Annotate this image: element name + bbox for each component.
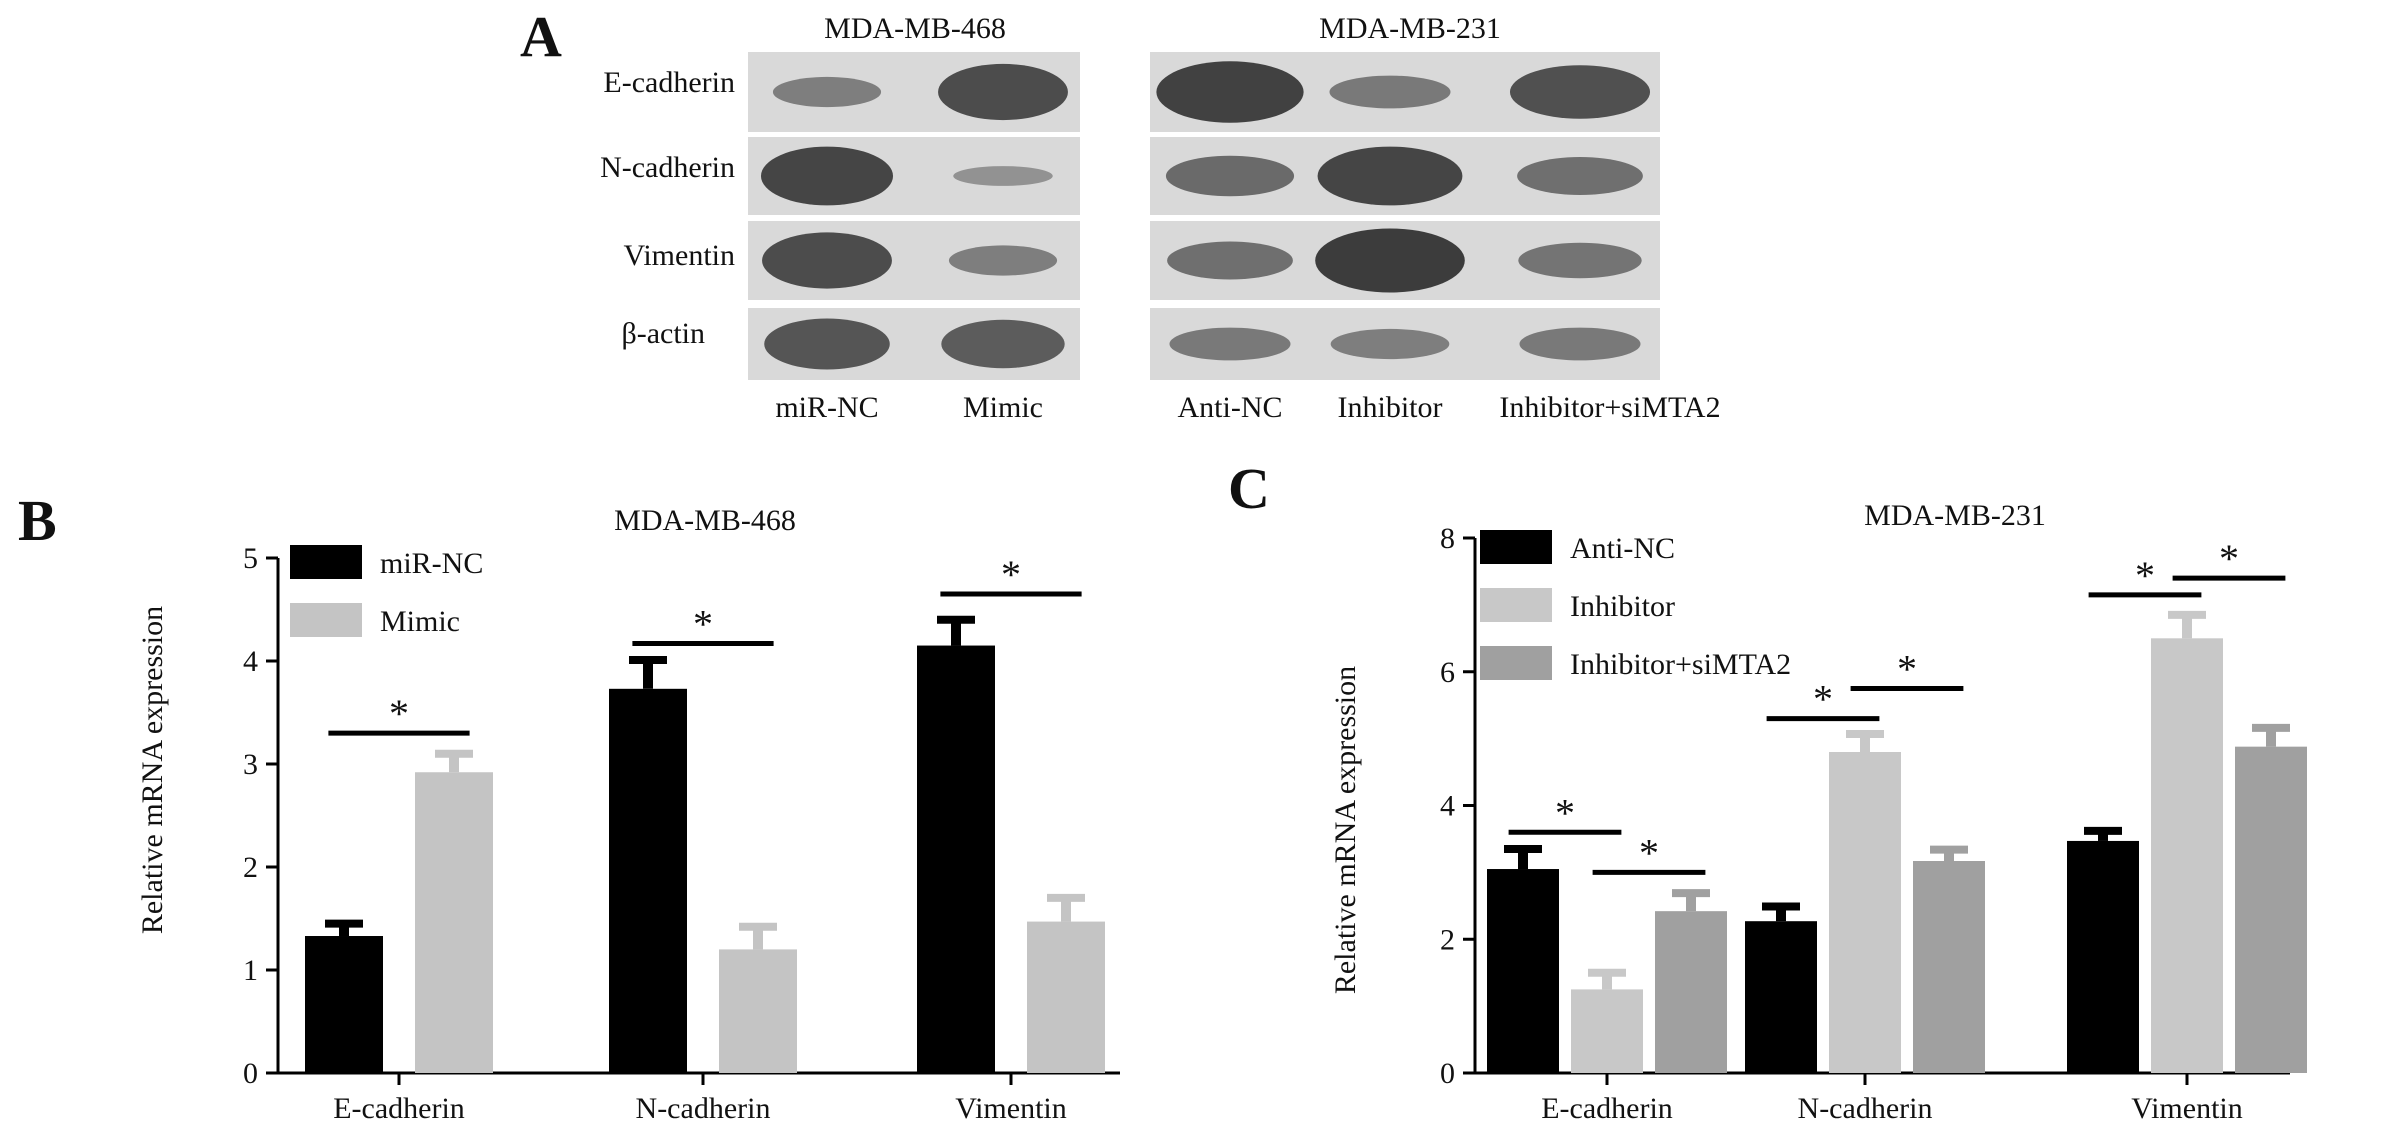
blot-band [1169, 327, 1291, 361]
bar [415, 772, 493, 1073]
blot-band [760, 146, 894, 206]
y-tick-label: 5 [243, 542, 258, 575]
blot-band [953, 166, 1053, 186]
legend-swatch [1480, 530, 1552, 564]
significance-star: * [693, 601, 713, 646]
x-tick-label: E-cadherin [1541, 1092, 1673, 1125]
blot-band [1519, 327, 1641, 361]
bar [1027, 921, 1105, 1073]
bar [1829, 752, 1901, 1073]
blot-lane-label: Mimic [963, 391, 1043, 424]
y-tick-label: 2 [243, 851, 258, 884]
y-tick-label: 0 [243, 1057, 258, 1090]
panel-letter-b: B [18, 488, 57, 553]
bar [2151, 638, 2223, 1073]
y-tick-label: 0 [1440, 1057, 1455, 1090]
bar-chart-c: MDA-MB-231 Relative mRNA expression 0 2 4 6… [1329, 499, 2307, 1125]
plot-area: 0 2 4 6 8 E-cadherin N-cadherin Vimentin * * * * * * A… [1440, 522, 2307, 1125]
y-axis-label: Relative mRNA expression [1329, 666, 1362, 994]
y-axis-label: Relative mRNA expression [136, 606, 169, 934]
plot-area: 0 1 2 3 4 5 E-cadherin N-cadherin Vimentin * * * miR… [243, 542, 1120, 1125]
x-tick-label: N-cadherin [1798, 1092, 1933, 1125]
chart-title: MDA-MB-468 [614, 504, 796, 537]
legend-label: miR-NC [380, 547, 483, 580]
significance-star: * [1639, 830, 1659, 875]
x-tick-label: N-cadherin [636, 1092, 771, 1125]
y-tick-label: 2 [1440, 923, 1455, 956]
x-tick-label: E-cadherin [333, 1092, 465, 1125]
bar [1655, 911, 1727, 1073]
blot-membranes [748, 52, 1660, 380]
y-tick-label: 6 [1440, 656, 1455, 689]
bar [609, 688, 687, 1073]
blot-row-label: β-actin [621, 317, 705, 350]
blot-row-label: N-cadherin [600, 151, 735, 184]
blot-band [938, 63, 1068, 121]
bar [2235, 746, 2307, 1073]
x-tick-label: Vimentin [2131, 1092, 2243, 1125]
panel-letter-a: A [520, 4, 562, 69]
legend-label: Mimic [380, 605, 460, 638]
bar [1745, 921, 1817, 1073]
blot-band [1167, 241, 1293, 280]
blot-band [941, 319, 1065, 369]
blot-row-label: Vimentin [623, 239, 735, 272]
y-tick-label: 3 [243, 748, 258, 781]
bar [305, 936, 383, 1073]
chart-title: MDA-MB-231 [1864, 499, 2046, 532]
bar [1571, 989, 1643, 1073]
blot-row-label: E-cadherin [603, 66, 735, 99]
blot-band [1518, 242, 1642, 279]
legend-swatch [290, 545, 362, 579]
blot-band [1317, 146, 1463, 206]
y-tick-label: 4 [243, 645, 258, 678]
western-blot-panel: MDA-MB-468 MDA-MB-231 E-cadherin N-cadhe… [600, 12, 1721, 424]
blot-lane-label: miR-NC [775, 391, 878, 424]
bar-chart-b: MDA-MB-468 Relative mRNA expression 0 1 2 3… [136, 504, 1120, 1125]
legend-label: Anti-NC [1570, 532, 1675, 565]
blot-band [948, 245, 1058, 276]
panel-letter-c: C [1228, 456, 1270, 521]
blot-lane-label: Anti-NC [1178, 391, 1283, 424]
blot-title-right: MDA-MB-231 [1319, 12, 1501, 45]
x-tick-label: Vimentin [955, 1092, 1067, 1125]
bar [719, 949, 797, 1073]
blot-band [1156, 61, 1304, 123]
blot-title-left: MDA-MB-468 [824, 12, 1006, 45]
blot-band [1165, 155, 1295, 197]
legend-label: Inhibitor+siMTA2 [1570, 648, 1791, 681]
legend-swatch [1480, 588, 1552, 622]
blot-band [1315, 228, 1465, 293]
legend-label: Inhibitor [1570, 590, 1675, 623]
blot-band [1517, 157, 1643, 195]
blot-band [1329, 75, 1451, 109]
legend-swatch [1480, 646, 1552, 680]
bar [2067, 840, 2139, 1073]
y-tick-label: 4 [1440, 790, 1455, 823]
significance-star: * [389, 691, 409, 736]
y-tick-label: 8 [1440, 522, 1455, 555]
significance-star: * [1555, 790, 1575, 835]
blot-lane-label: Inhibitor [1338, 391, 1443, 424]
significance-star: * [2219, 536, 2239, 581]
bar [917, 645, 995, 1073]
significance-star: * [1813, 677, 1833, 722]
significance-star: * [1897, 646, 1917, 691]
blot-band [1509, 65, 1651, 119]
significance-star: * [1001, 552, 1021, 597]
blot-lane-label: Inhibitor+siMTA2 [1499, 391, 1720, 424]
legend-swatch [290, 603, 362, 637]
blot-band [764, 318, 890, 370]
blot-band [772, 76, 882, 108]
significance-star: * [2135, 553, 2155, 598]
blot-band [1330, 328, 1450, 360]
bar [1487, 869, 1559, 1073]
y-tick-label: 1 [243, 954, 258, 987]
blot-band [762, 232, 892, 289]
bar [1913, 861, 1985, 1073]
